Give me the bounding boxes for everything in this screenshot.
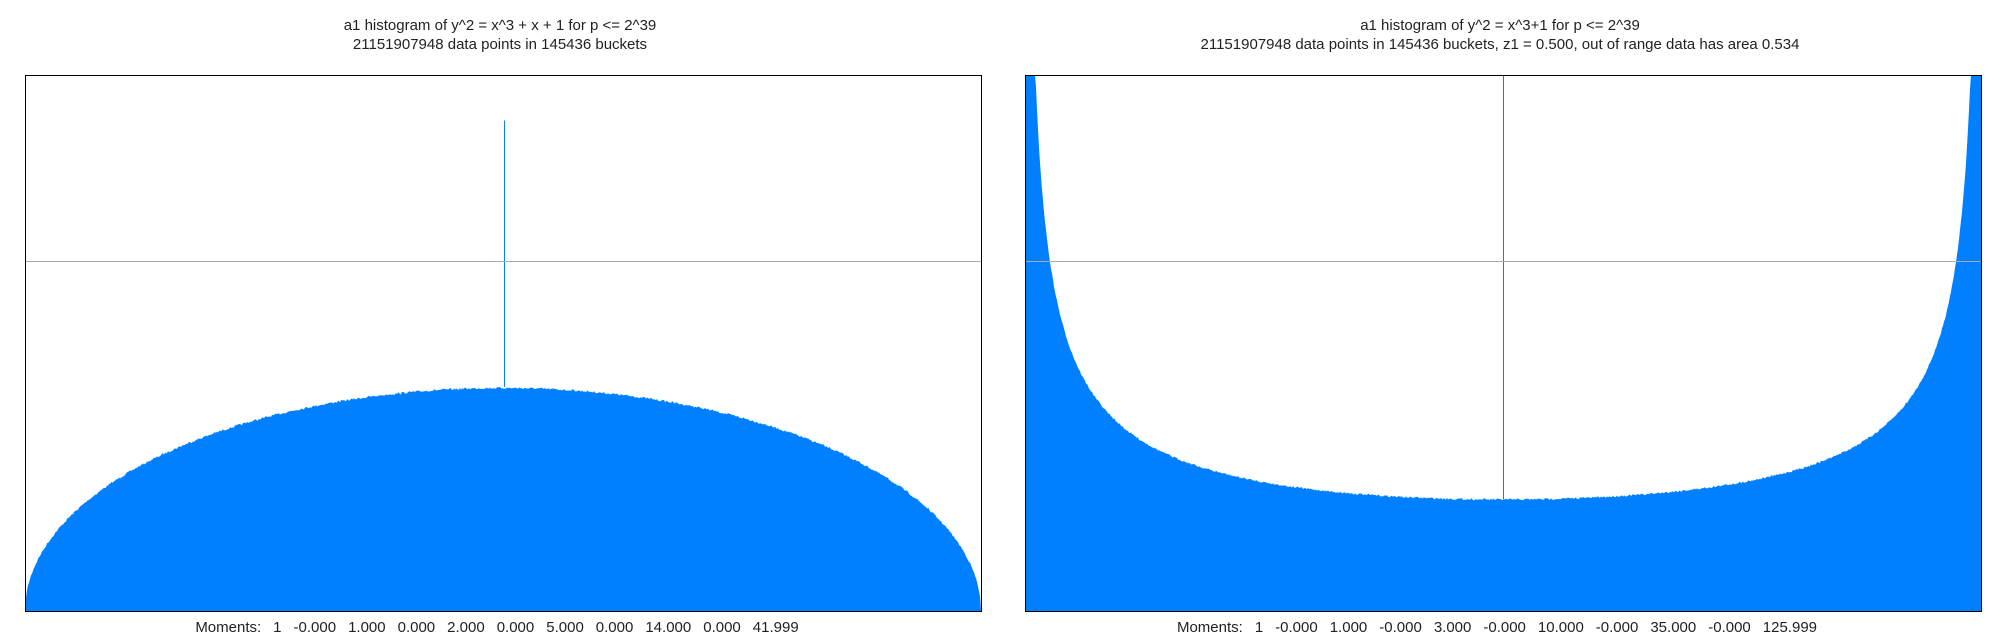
right-chart-subtitle: 21151907948 data points in 145436 bucket… bbox=[1200, 36, 1800, 53]
left-histogram-plot bbox=[25, 75, 982, 612]
right-moment-8: 35.000 bbox=[1650, 619, 1697, 636]
right-moment-9: -0.000 bbox=[1708, 619, 1751, 636]
right-moment-6: 10.000 bbox=[1537, 619, 1584, 636]
left-chart-subtitle: 21151907948 data points in 145436 bucket… bbox=[352, 36, 648, 53]
right-moment-2: 1.000 bbox=[1329, 619, 1368, 636]
left-moment-6: 5.000 bbox=[546, 619, 584, 636]
left-moment-1: -0.000 bbox=[293, 619, 337, 636]
left-moment-3: 0.000 bbox=[397, 619, 436, 636]
left-histogram-area bbox=[25, 386, 981, 611]
left-moment-7: 0.000 bbox=[595, 619, 634, 636]
right-moment-4: 3.000 bbox=[1433, 619, 1472, 636]
left-moment-9: 0.000 bbox=[703, 619, 741, 636]
right-histogram-area bbox=[1025, 75, 1981, 611]
right-moments-label: Moments: bbox=[1176, 619, 1243, 636]
right-moment-10: 125.999 bbox=[1762, 619, 1818, 636]
right-plot-frame bbox=[1025, 75, 1982, 612]
left-moment-2: 1.000 bbox=[348, 619, 386, 636]
left-plot-frame bbox=[25, 75, 982, 612]
left-moments-label: Moments: bbox=[195, 619, 262, 636]
left-chart-title: a1 histogram of y^2 = x^3 + x + 1 for p … bbox=[343, 17, 657, 34]
left-moment-10: 41.999 bbox=[752, 619, 799, 636]
right-chart-panel: a1 histogram of y^2 = x^3+1 for p <= 2^3… bbox=[1000, 0, 2000, 640]
right-histogram-plot bbox=[1025, 75, 1982, 612]
left-moments: Moments: 1 -0.000 1.000 0.000 2.000 0.000 5.000… bbox=[0, 619, 1000, 637]
left-moment-5: 0.000 bbox=[496, 619, 535, 636]
right-moment-1: -0.000 bbox=[1275, 619, 1318, 636]
right-moment-7: -0.000 bbox=[1595, 619, 1639, 636]
right-moment-5: -0.000 bbox=[1483, 619, 1526, 636]
right-moments: Moments: 1 -0.000 1.000 -0.000 3.000 -0.000 10.… bbox=[1000, 619, 2000, 637]
left-moment-4: 2.000 bbox=[447, 619, 485, 636]
left-moment-8: 14.000 bbox=[645, 619, 692, 636]
left-chart-panel: a1 histogram of y^2 = x^3 + x + 1 for p … bbox=[0, 17, 1000, 637]
right-chart-title: a1 histogram of y^2 = x^3+1 for p <= 2^3… bbox=[1360, 17, 1640, 34]
right-moment-3: -0.000 bbox=[1379, 619, 1422, 636]
left-moment-0: 1 bbox=[273, 619, 282, 636]
right-moment-0: 1 bbox=[1254, 619, 1264, 636]
